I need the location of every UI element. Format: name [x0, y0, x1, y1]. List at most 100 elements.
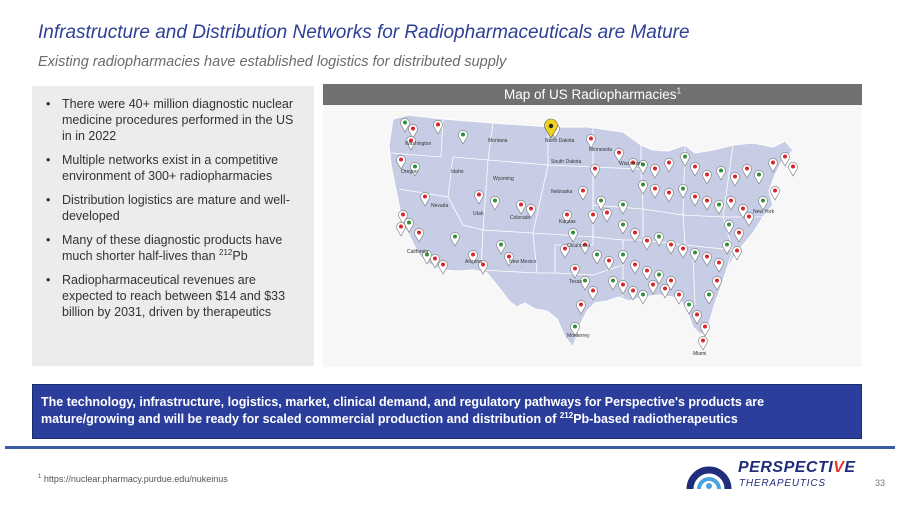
radiopharmacy-pin-icon	[638, 290, 648, 305]
radiopharmacy-pin-icon	[592, 250, 602, 265]
radiopharmacy-pin-icon	[618, 200, 628, 215]
bullet-item: • Multiple networks exist in a competitiv…	[42, 152, 304, 184]
radiopharmacy-pin-icon	[734, 228, 744, 243]
bullet-text: There were 40+ million diagnostic nuclea…	[62, 97, 294, 143]
radiopharmacy-pin-icon	[768, 158, 778, 173]
bullet-item: • Distribution logistics are mature and w…	[42, 192, 304, 224]
radiopharmacy-pin-icon	[576, 300, 586, 315]
state-label: Idaho	[451, 169, 464, 175]
radiopharmacy-pin-icon	[588, 286, 598, 301]
state-label: Wisconsin	[619, 161, 642, 167]
radiopharmacy-pin-icon	[604, 256, 614, 271]
radiopharmacy-pin-icon	[618, 280, 628, 295]
radiopharmacy-pin-icon	[628, 158, 638, 173]
radiation-symbol-pin-icon	[544, 118, 558, 139]
radiopharmacy-pin-icon	[666, 276, 676, 291]
radiopharmacy-pin-icon	[702, 170, 712, 185]
radiopharmacy-pin-icon	[590, 164, 600, 179]
bullet-item: • There were 40+ million diagnostic nucle…	[42, 96, 304, 144]
state-label: Minnesota	[589, 147, 612, 153]
radiopharmacy-pin-icon	[420, 192, 430, 207]
radiopharmacy-pin-icon	[438, 260, 448, 275]
radiopharmacy-pin-icon	[608, 276, 618, 291]
radiopharmacy-pin-icon	[580, 240, 590, 255]
radiopharmacy-pin-icon	[396, 222, 406, 237]
page-number: 33	[875, 478, 886, 488]
bullet-text-suffix: Pb	[232, 249, 248, 263]
radiopharmacy-pin-icon	[628, 286, 638, 301]
radiopharmacy-pin-icon	[700, 322, 710, 337]
logo-subtext: THERAPEUTICS	[739, 478, 826, 489]
radiopharmacy-pin-icon	[468, 250, 478, 265]
footer-divider	[5, 446, 895, 449]
banner-isotope-superscript: 212	[559, 410, 574, 420]
radiopharmacy-pin-icon	[714, 200, 724, 215]
radiopharmacy-pin-icon	[618, 220, 628, 235]
radiopharmacy-pin-icon	[586, 134, 596, 149]
radiopharmacy-pin-icon	[690, 248, 700, 263]
radiopharmacy-pin-icon	[526, 204, 536, 219]
radiopharmacy-pin-icon	[398, 210, 408, 225]
radiopharmacy-pin-icon	[596, 196, 606, 211]
bullet-item: • Many of these diagnostic products have …	[42, 232, 304, 264]
radiopharmacy-pin-icon	[408, 124, 418, 139]
state-label: New York	[753, 209, 775, 215]
state-label: Oklahoma	[567, 243, 590, 249]
footnote: 1 https://nuclear.pharmacy.purdue.edu/nu…	[38, 474, 228, 484]
radiopharmacy-pin-icon	[433, 120, 443, 135]
state-label: Monterrey	[567, 333, 590, 339]
radiopharmacy-pin-icon	[474, 190, 484, 205]
bullet-text: Distribution logistics are mature and we…	[62, 193, 290, 223]
map-header-footnote-ref: 1	[676, 86, 682, 96]
radiopharmacy-pin-icon	[666, 240, 676, 255]
bullet-icon: •	[46, 273, 51, 287]
radiopharmacy-pin-icon	[704, 290, 714, 305]
radiopharmacy-pin-icon	[588, 210, 598, 225]
radiopharmacy-pin-icon	[780, 152, 790, 167]
bullet-list: • There were 40+ million diagnostic nucle…	[32, 86, 314, 320]
radiopharmacy-pin-icon	[664, 188, 674, 203]
radiopharmacy-pin-icon	[690, 192, 700, 207]
state-label: Wyoming	[493, 176, 514, 182]
footnote-link: https://nuclear.pharmacy.purdue.edu/nuke…	[43, 474, 228, 484]
radiopharmacy-pin-icon	[684, 300, 694, 315]
radiopharmacy-pin-icon	[410, 162, 420, 177]
bullet-icon: •	[46, 97, 51, 111]
radiopharmacy-pin-icon	[758, 196, 768, 211]
radiopharmacy-pin-icon	[664, 158, 674, 173]
map-header-label: Map of US Radiopharmacies	[503, 87, 677, 102]
radiopharmacy-pin-icon	[690, 162, 700, 177]
slide-title: Infrastructure and Distribution Networks…	[38, 22, 690, 43]
radiopharmacy-pin-icon	[638, 180, 648, 195]
state-label: Arizona	[465, 259, 482, 265]
bullet-icon: •	[46, 193, 51, 207]
radiopharmacy-pin-icon	[726, 196, 736, 211]
radiopharmacy-pin-icon	[618, 250, 628, 265]
state-label: Washington	[405, 141, 431, 147]
bullet-text: Radiopharmaceutical revenues are expecte…	[62, 273, 286, 319]
radiopharmacy-pin-icon	[674, 290, 684, 305]
radiopharmacy-pin-icon	[504, 252, 514, 267]
bullet-icon: •	[46, 153, 51, 167]
map-header: Map of US Radiopharmacies1	[323, 84, 862, 105]
state-label: Kansas	[559, 219, 576, 225]
state-label: Miami	[693, 351, 706, 357]
radiopharmacy-pin-icon	[400, 118, 410, 133]
radiopharmacy-pin-icon	[580, 276, 590, 291]
radiopharmacy-pin-icon	[406, 136, 416, 151]
radiopharmacy-pin-icon	[680, 152, 690, 167]
us-map-image: Washington Oregon California Nevada Idah…	[388, 114, 798, 357]
bullet-text: Multiple networks exist in a competitive…	[62, 153, 279, 183]
perspective-logo: PERSPECTIVE THERAPEUTICS	[686, 453, 866, 493]
isotope-superscript: 212	[219, 247, 233, 257]
logo-wordmark: PERSPECTIVE	[738, 459, 856, 477]
radiopharmacy-pin-icon	[496, 240, 506, 255]
radiopharmacy-pin-icon	[650, 184, 660, 199]
radiopharmacy-pin-icon	[650, 164, 660, 179]
key-message-banner: The technology, infrastructure, logistic…	[32, 384, 862, 439]
radiopharmacy-pin-icon	[450, 232, 460, 247]
radiopharmacy-pin-icon	[730, 172, 740, 187]
radiopharmacy-pin-icon	[732, 246, 742, 261]
radiopharmacy-pin-icon	[430, 254, 440, 269]
bullet-item: • Radiopharmaceutical revenues are expect…	[42, 272, 304, 320]
